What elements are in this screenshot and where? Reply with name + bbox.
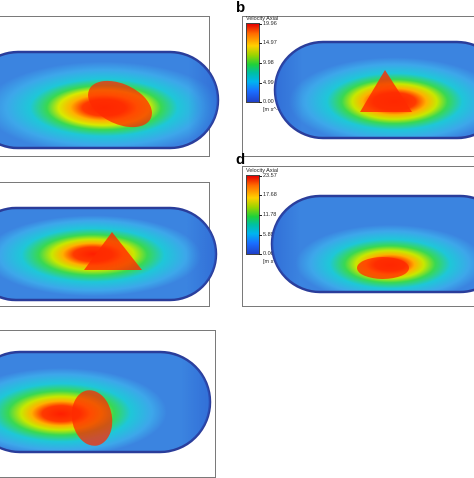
panel-letter-d: d <box>236 151 246 168</box>
panel-e-contour <box>0 350 212 454</box>
colorbar-b-unit: [m s^-1] <box>263 107 283 113</box>
colorbar-b-tickmark <box>259 83 262 84</box>
panel-c-contour <box>0 206 218 302</box>
panel-b-frame <box>242 16 474 157</box>
colorbar-b-tick-label: 14.97 <box>263 40 277 46</box>
colorbar-b-tick-label: 0.00 <box>263 99 274 105</box>
colorbar-d-tickmark <box>259 176 262 177</box>
colorbar-d-tick-label: 17.68 <box>263 192 277 198</box>
colorbar-b-tickmark <box>259 43 262 44</box>
colorbar-b-tickmark <box>259 102 262 103</box>
colorbar-d-tickmark <box>259 235 262 236</box>
colorbar-b-tick-label: 19.96 <box>263 21 277 27</box>
colorbar-d-tickmark <box>259 254 262 255</box>
colorbar-b-tickmark <box>259 63 262 64</box>
colorbar-d-title: Velocity Axial <box>246 168 279 174</box>
colorbar-d-tick-label: 11.78 <box>263 212 277 218</box>
colorbar-d-tick-label: 23.57 <box>263 173 277 179</box>
colorbar-d-tickmark <box>259 215 262 216</box>
colorbar-b-title: Velocity Axial <box>246 16 279 22</box>
colorbar-b-tickmark <box>259 24 262 25</box>
colorbar-d-unit: [m s^-1] <box>263 259 283 265</box>
panel-d-contour <box>270 194 474 294</box>
colorbar-d-tick-label: 5.89 <box>263 232 274 238</box>
colorbar-d-tickmark <box>259 195 262 196</box>
panel-letter-b: b <box>236 0 246 16</box>
panel-d-frame <box>242 166 474 307</box>
panel-b-contour <box>273 40 474 140</box>
panel-a-contour <box>0 50 220 150</box>
colorbar-d-tick-label: 0.00 <box>263 251 274 257</box>
colorbar-b-tick-label: 4.99 <box>263 80 274 86</box>
colorbar-b-tick-label: 9.98 <box>263 60 274 66</box>
